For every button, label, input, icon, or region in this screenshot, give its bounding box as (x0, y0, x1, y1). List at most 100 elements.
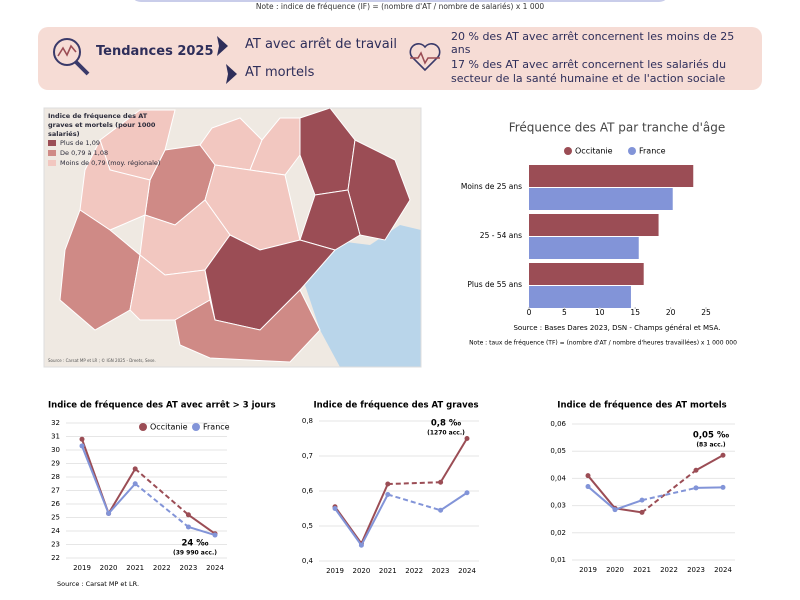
bar (529, 165, 694, 187)
point (185, 512, 191, 518)
legend-marker (628, 147, 636, 155)
y-tick-label: Moins de 25 ans (461, 182, 522, 191)
y-tick-label: Plus de 55 ans (467, 280, 522, 289)
x-tick-label: 2020 (100, 564, 118, 572)
header-note: Note : indice de fréquence (IF) = (nombr… (256, 2, 545, 11)
search-icon (53, 38, 90, 76)
banner-fact: 20 % des AT avec arrêt concernent les mo… (451, 30, 735, 56)
gap-bridge (387, 493, 441, 512)
map-legend-item: De 0,79 à 1,08 (48, 148, 160, 158)
point (132, 466, 138, 472)
y-tick-label: 0,06 (550, 420, 566, 428)
line (695, 454, 724, 472)
map-legend-item: Moins de 0,79 (moy. régionale) (48, 158, 160, 168)
y-tick-label: 0,02 (550, 529, 566, 537)
point (693, 467, 699, 473)
y-tick-label: 29 (51, 460, 60, 468)
gap-bridge (134, 468, 190, 516)
x-tick-label: 0 (527, 308, 532, 317)
map-legend-item: Plus de 1,09 (48, 138, 160, 148)
y-tick-label: 25 - 54 ans (480, 231, 522, 240)
y-tick-label: 0,5 (302, 522, 313, 530)
legend-swatch (48, 140, 56, 146)
point (438, 507, 444, 513)
legend-marker (192, 423, 200, 431)
banner-title: Tendances 2025 (96, 44, 214, 59)
point (720, 484, 726, 490)
line (695, 486, 724, 489)
annotation: (1270 acc.) (427, 430, 465, 437)
point (693, 485, 699, 491)
line (187, 513, 216, 535)
y-tick-label: 24 (51, 527, 60, 535)
chart-source: Source : Carsat MP et LR. (57, 580, 139, 588)
legend-label: De 0,79 à 1,08 (60, 149, 109, 157)
y-tick-label: 30 (51, 446, 60, 454)
chart-title: Indice de fréquence des AT mortels (557, 400, 726, 411)
heart-icon (409, 43, 441, 72)
x-tick-label: 10 (595, 308, 605, 317)
x-tick-label: 2023 (432, 567, 450, 575)
x-tick-label: 2019 (326, 567, 344, 575)
x-tick-label: 2021 (379, 567, 397, 575)
x-tick-label: 20 (666, 308, 676, 317)
x-tick-label: 2024 (714, 566, 732, 574)
annotation: (39 990 acc.) (173, 550, 217, 557)
legend-label: Moins de 0,79 (moy. régionale) (60, 159, 161, 167)
map-frame (43, 107, 422, 368)
gap-bridge (641, 469, 697, 514)
y-tick-label: 32 (51, 419, 60, 427)
x-tick-label: 2024 (458, 567, 476, 575)
x-tick-label: 2024 (206, 564, 224, 572)
point (358, 542, 364, 548)
banner-item: AT mortels (245, 65, 315, 80)
x-tick-label: 2021 (633, 566, 651, 574)
annotation: (83 acc.) (696, 442, 726, 449)
x-tick-label: 2019 (579, 566, 597, 574)
chart-note: Note : taux de fréquence (TF) = (nombre … (469, 340, 737, 347)
y-tick-label: 27 (51, 487, 60, 495)
legend-marker (564, 147, 572, 155)
line (439, 437, 468, 483)
point (332, 506, 338, 511)
point (212, 532, 218, 538)
chart-source: Source : Bases Dares 2023, DSN - Champs … (513, 324, 720, 332)
x-tick-label: 15 (630, 308, 640, 317)
legend-label: France (203, 423, 230, 432)
x-tick-label: 2022 (405, 567, 423, 575)
y-tick-label: 0,04 (550, 474, 566, 482)
y-tick-label: 0,7 (302, 452, 313, 460)
point (464, 436, 470, 441)
point (106, 510, 112, 516)
y-tick-label: 25 (51, 514, 60, 522)
y-tick-label: 31 (51, 433, 60, 441)
bar (529, 214, 659, 236)
y-tick-label: 0,03 (550, 502, 566, 510)
point (185, 524, 191, 530)
chart-title: Indice de fréquence des AT graves (313, 400, 478, 411)
annotation: 24 ‰ (181, 539, 209, 549)
y-tick-label: 0,8 (302, 417, 313, 425)
legend-swatch (48, 150, 56, 156)
bar (529, 286, 631, 308)
bar (529, 188, 673, 210)
banner-fact: 17 % des AT avec arrêt concernent les sa… (451, 58, 727, 85)
y-tick-label: 0,05 (550, 447, 566, 455)
y-tick-label: 22 (51, 554, 60, 562)
line (188, 525, 216, 537)
x-tick-label: 2022 (153, 564, 171, 572)
legend-marker (139, 423, 147, 431)
x-tick-label: 2022 (660, 566, 678, 574)
point (639, 497, 645, 503)
legend-label: Occitanie (150, 423, 188, 432)
legend-label: Occitanie (575, 147, 613, 156)
y-tick-label: 23 (51, 541, 60, 549)
chart-title: Indice de fréquence des AT avec arrêt > … (48, 400, 276, 411)
x-tick-label: 5 (562, 308, 567, 317)
point (585, 484, 591, 490)
chart-title: Fréquence des AT par tranche d'âge (509, 121, 726, 135)
annotation: 0,05 ‰ (693, 431, 730, 441)
point (438, 479, 444, 485)
